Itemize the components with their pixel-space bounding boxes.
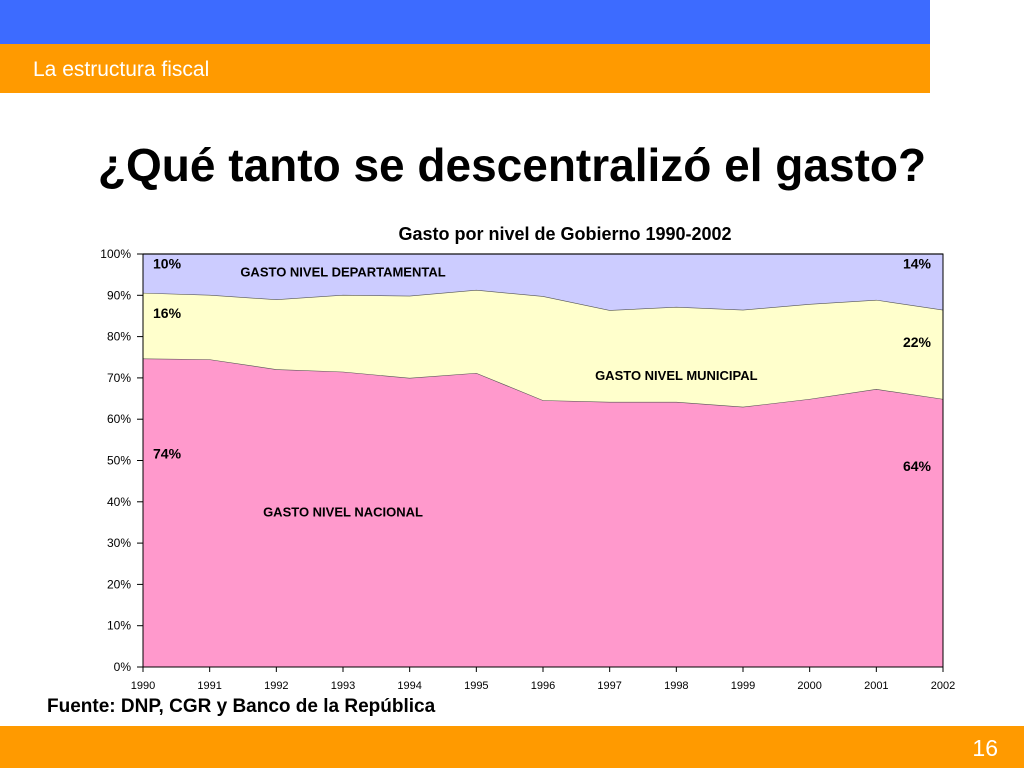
top-blue-bar bbox=[0, 0, 930, 44]
x-tick-label: 1994 bbox=[397, 680, 421, 692]
data-label: 22% bbox=[903, 334, 932, 350]
y-tick-label: 20% bbox=[107, 577, 131, 591]
x-tick-label: 1991 bbox=[197, 680, 221, 692]
y-tick-label: 10% bbox=[107, 619, 131, 633]
x-tick-label: 1999 bbox=[731, 680, 755, 692]
source-note: Fuente: DNP, CGR y Banco de la República bbox=[47, 696, 436, 717]
x-tick-label: 2002 bbox=[931, 680, 955, 692]
series-label: GASTO NIVEL MUNICIPAL bbox=[595, 368, 758, 383]
y-tick-label: 40% bbox=[107, 495, 131, 509]
y-axis: 0% 10% 20% 30% 40% 50% 60% 70% 80% 90% 100% bbox=[100, 247, 143, 674]
y-tick-label: 90% bbox=[107, 288, 131, 302]
data-label: 16% bbox=[153, 305, 182, 321]
y-tick-label: 100% bbox=[100, 247, 131, 261]
y-tick-label: 70% bbox=[107, 371, 131, 385]
data-label: 64% bbox=[903, 458, 932, 474]
area-gasto-nivel-municipal bbox=[143, 289, 943, 407]
x-tick-label: 1996 bbox=[531, 680, 555, 692]
y-tick-label: 80% bbox=[107, 330, 131, 344]
header-orange-bar bbox=[0, 44, 930, 93]
chart-title: Gasto por nivel de Gobierno 1990-2002 bbox=[398, 224, 731, 244]
data-label: 10% bbox=[153, 255, 182, 271]
data-label: 74% bbox=[153, 445, 182, 461]
y-tick-label: 60% bbox=[107, 412, 131, 426]
section-title: La estructura fiscal bbox=[33, 58, 210, 81]
data-label: 14% bbox=[903, 255, 932, 271]
page-number: 16 bbox=[972, 735, 998, 761]
y-tick-label: 50% bbox=[107, 454, 131, 468]
x-tick-label: 1993 bbox=[331, 680, 355, 692]
x-tick-label: 1990 bbox=[131, 680, 155, 692]
series-label: GASTO NIVEL NACIONAL bbox=[263, 504, 423, 519]
area-gasto-nivel-nacional bbox=[143, 358, 943, 667]
chart-annotations: 10% 16% 74% 14% 22% 64% GASTO NIVEL DEPARTAMEN… bbox=[153, 255, 932, 519]
area-gasto-nivel-departamental bbox=[143, 254, 943, 311]
y-tick-label: 0% bbox=[114, 660, 132, 674]
x-tick-label: 1992 bbox=[264, 680, 288, 692]
series-label: GASTO NIVEL DEPARTAMENTAL bbox=[240, 265, 445, 280]
footer-orange-bar bbox=[0, 726, 1024, 768]
x-tick-label: 2001 bbox=[864, 680, 888, 692]
x-axis: 1990 1991 1992 1993 1994 1995 1996 1997 1998 1999… bbox=[131, 667, 955, 692]
x-tick-label: 1997 bbox=[597, 680, 621, 692]
chart-areas bbox=[142, 253, 944, 667]
x-tick-label: 1995 bbox=[464, 680, 488, 692]
stacked-area-chart: Gasto por nivel de Gobierno 1990-2002 0%… bbox=[100, 224, 955, 692]
y-tick-label: 30% bbox=[107, 536, 131, 550]
page-title: ¿Qué tanto se descentralizó el gasto? bbox=[97, 139, 927, 191]
x-tick-label: 2000 bbox=[797, 680, 821, 692]
x-tick-label: 1998 bbox=[664, 680, 688, 692]
